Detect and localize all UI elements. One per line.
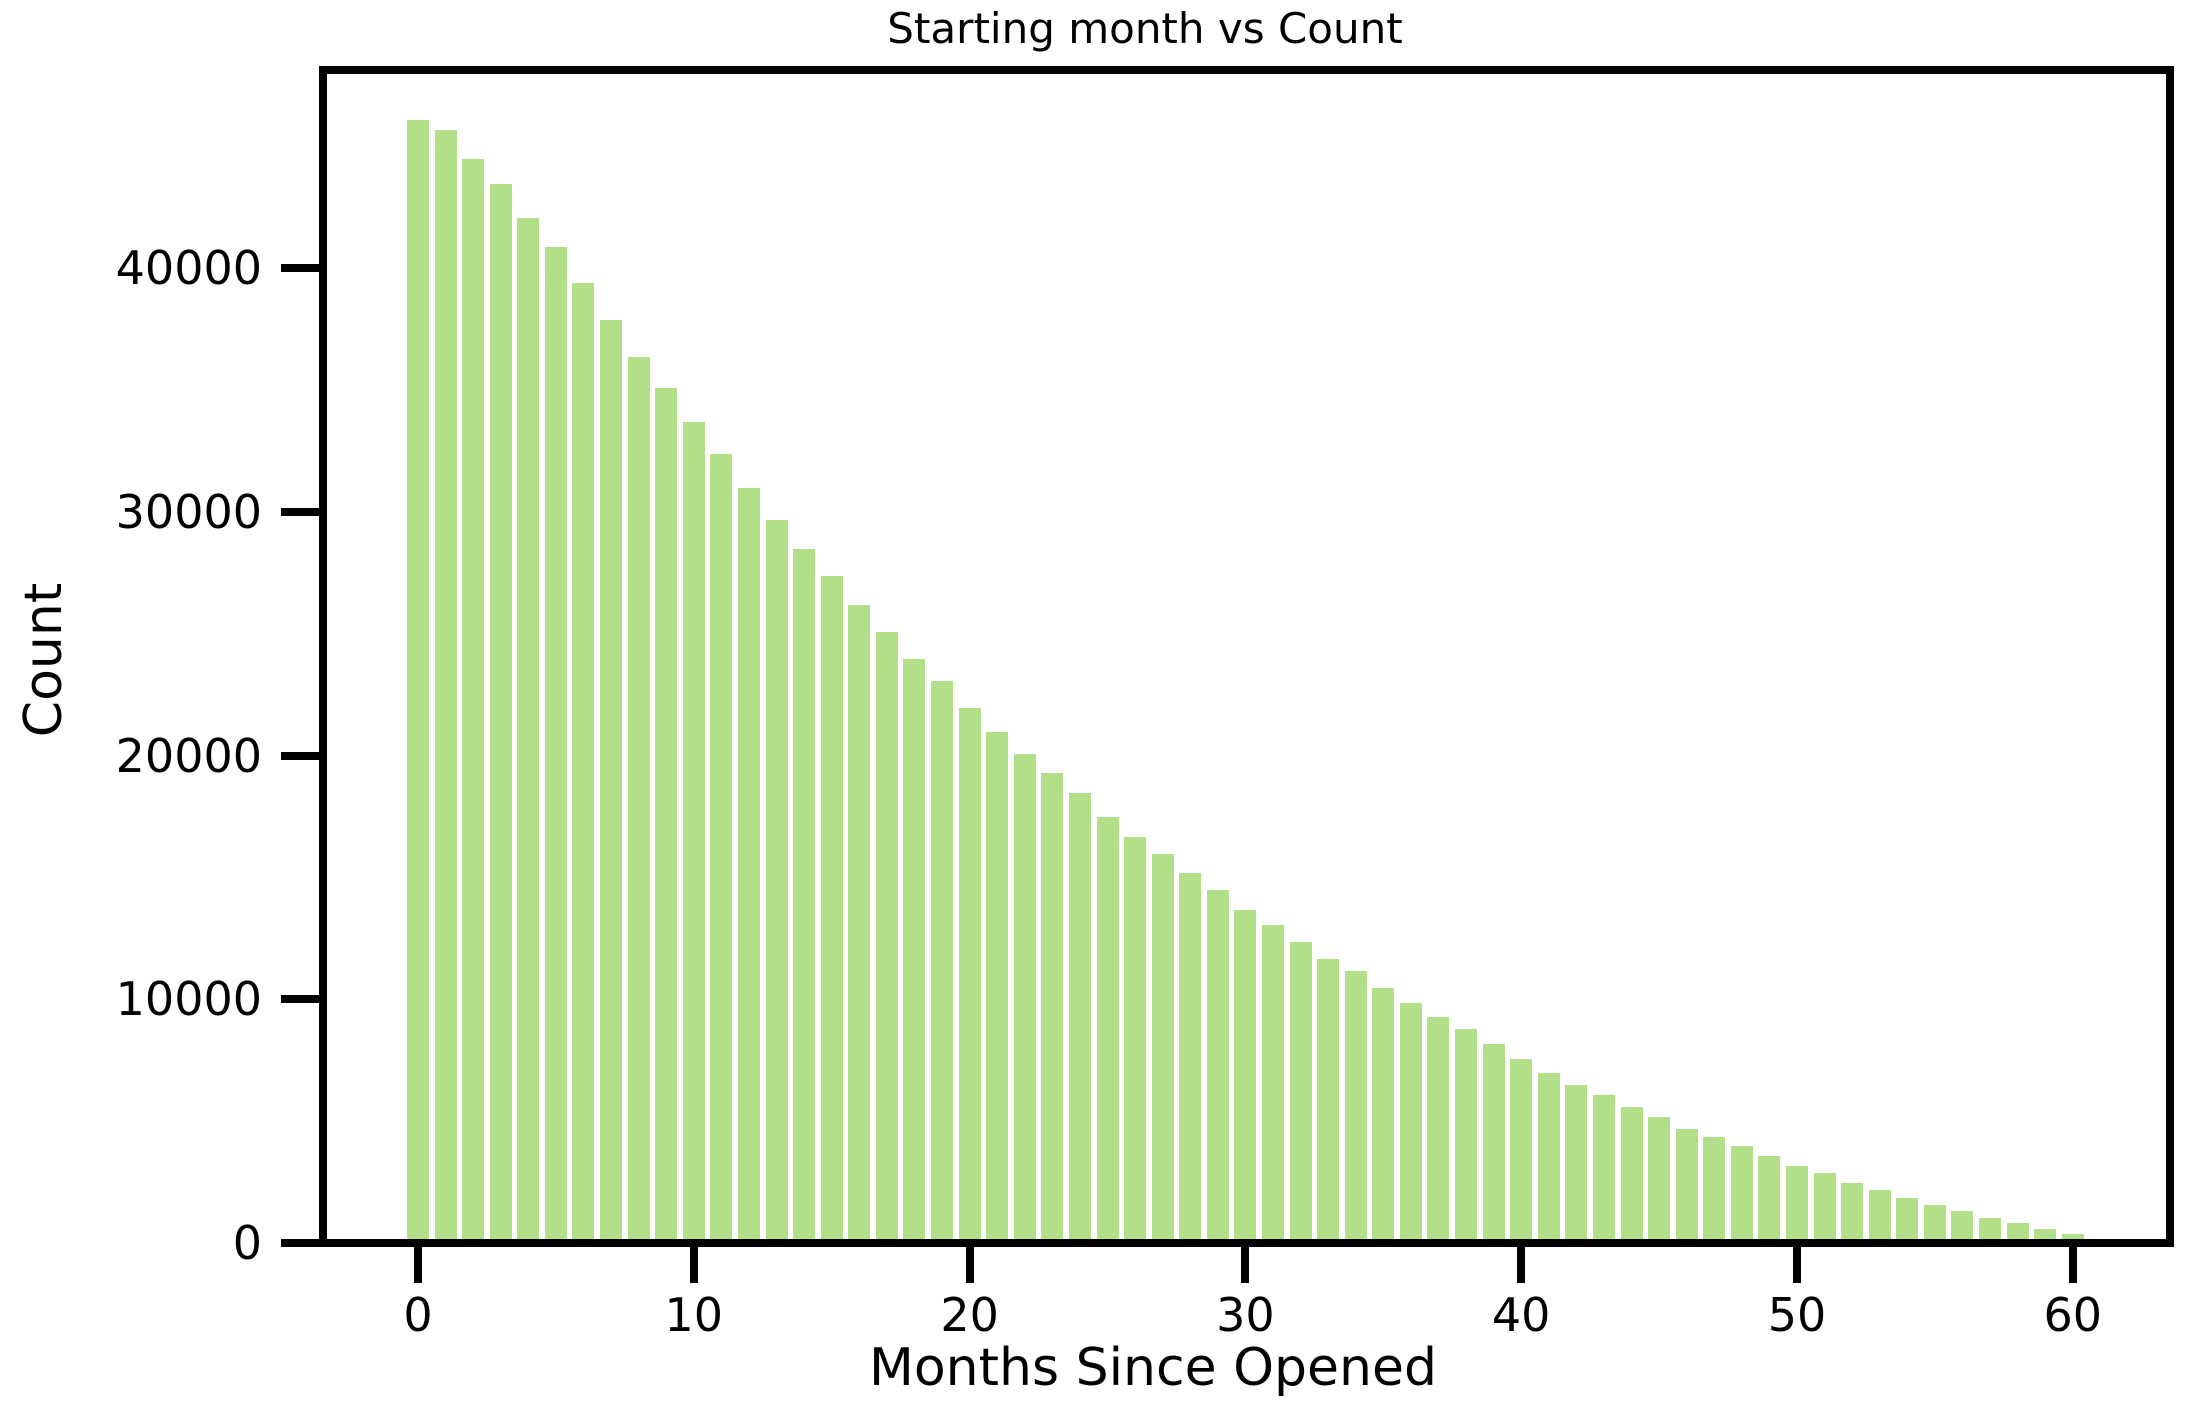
bar bbox=[903, 659, 926, 1239]
y-tick-label: 30000 bbox=[115, 484, 262, 539]
bar bbox=[627, 357, 650, 1239]
y-tick-label: 0 bbox=[232, 1216, 262, 1270]
bar bbox=[1592, 1095, 1615, 1239]
x-tick-label: 50 bbox=[1767, 1288, 1827, 1342]
bar bbox=[1206, 890, 1229, 1239]
bar bbox=[1234, 910, 1257, 1239]
x-tick-mark bbox=[1793, 1247, 1801, 1283]
bar bbox=[931, 681, 954, 1239]
bar bbox=[1620, 1107, 1643, 1239]
bar bbox=[1896, 1198, 1919, 1239]
bar bbox=[1427, 1017, 1450, 1239]
bar bbox=[986, 732, 1009, 1239]
bar bbox=[682, 422, 705, 1239]
bar bbox=[1013, 754, 1036, 1239]
y-tick-label: 20000 bbox=[115, 728, 262, 783]
y-tick-mark bbox=[281, 264, 319, 272]
bar bbox=[1675, 1129, 1698, 1239]
bar bbox=[572, 283, 595, 1239]
bar bbox=[517, 218, 540, 1239]
x-tick-mark bbox=[689, 1247, 698, 1283]
bar bbox=[1399, 1003, 1422, 1239]
x-tick-mark bbox=[1517, 1247, 1526, 1283]
y-axis-label: Count bbox=[14, 582, 74, 738]
bar bbox=[1344, 971, 1367, 1239]
bar bbox=[1537, 1073, 1560, 1239]
x-tick-label: 10 bbox=[664, 1288, 724, 1342]
bar bbox=[2006, 1223, 2029, 1239]
bar bbox=[1758, 1156, 1781, 1239]
plot-area bbox=[319, 66, 2174, 1247]
x-tick-label: 60 bbox=[2043, 1288, 2103, 1342]
bar bbox=[600, 320, 623, 1239]
bar bbox=[434, 130, 457, 1239]
y-tick-label: 40000 bbox=[115, 241, 262, 295]
x-tick-label: 0 bbox=[403, 1288, 433, 1342]
bar bbox=[1510, 1059, 1533, 1239]
bar bbox=[489, 184, 512, 1239]
bar bbox=[1703, 1137, 1726, 1239]
y-tick-mark bbox=[281, 507, 319, 516]
bar bbox=[1565, 1085, 1588, 1239]
bar bbox=[765, 520, 788, 1239]
y-tick-mark bbox=[281, 751, 319, 760]
bar bbox=[1151, 854, 1174, 1239]
x-tick-label: 20 bbox=[940, 1288, 999, 1342]
bar bbox=[1261, 925, 1284, 1239]
bar bbox=[793, 549, 816, 1239]
x-tick-label: 30 bbox=[1216, 1288, 1275, 1342]
x-tick-mark bbox=[1241, 1247, 1250, 1283]
bar bbox=[407, 120, 429, 1239]
bar bbox=[1868, 1190, 1891, 1239]
bar bbox=[1841, 1183, 1864, 1239]
bar bbox=[1179, 873, 1202, 1239]
bar bbox=[1041, 773, 1064, 1239]
bar bbox=[2034, 1229, 2057, 1239]
bar bbox=[1923, 1205, 1946, 1239]
bar bbox=[1096, 817, 1119, 1239]
bar bbox=[1289, 942, 1312, 1239]
x-axis-label: Months Since Opened bbox=[868, 1338, 1438, 1398]
bar bbox=[1372, 988, 1395, 1239]
bar bbox=[820, 576, 843, 1239]
bar bbox=[1979, 1218, 2002, 1239]
bar bbox=[1124, 837, 1147, 1239]
bar bbox=[737, 488, 760, 1239]
y-tick-label: 10000 bbox=[115, 972, 262, 1027]
x-tick-mark bbox=[965, 1247, 974, 1283]
bar bbox=[462, 159, 485, 1239]
bar bbox=[710, 454, 733, 1239]
bar bbox=[2061, 1234, 2084, 1239]
x-tick-label: 40 bbox=[1491, 1288, 1551, 1342]
x-tick-mark bbox=[2068, 1247, 2077, 1283]
y-tick-mark bbox=[281, 1239, 319, 1247]
bars-container bbox=[327, 74, 2166, 1239]
bar bbox=[1317, 959, 1340, 1239]
y-tick-mark bbox=[281, 995, 319, 1004]
bar bbox=[1951, 1211, 1974, 1239]
bar bbox=[544, 247, 567, 1239]
bar bbox=[1648, 1117, 1671, 1239]
bar bbox=[848, 605, 871, 1239]
x-tick-mark bbox=[414, 1247, 422, 1283]
bar bbox=[655, 388, 678, 1239]
bar bbox=[1455, 1029, 1478, 1239]
chart-title: Starting month vs Count bbox=[887, 4, 1403, 53]
bar bbox=[1482, 1044, 1505, 1239]
bar bbox=[958, 708, 981, 1239]
bar bbox=[1813, 1173, 1836, 1239]
bar bbox=[1730, 1146, 1753, 1239]
bar bbox=[875, 632, 898, 1239]
bar bbox=[1068, 793, 1091, 1239]
bar bbox=[1786, 1166, 1808, 1239]
